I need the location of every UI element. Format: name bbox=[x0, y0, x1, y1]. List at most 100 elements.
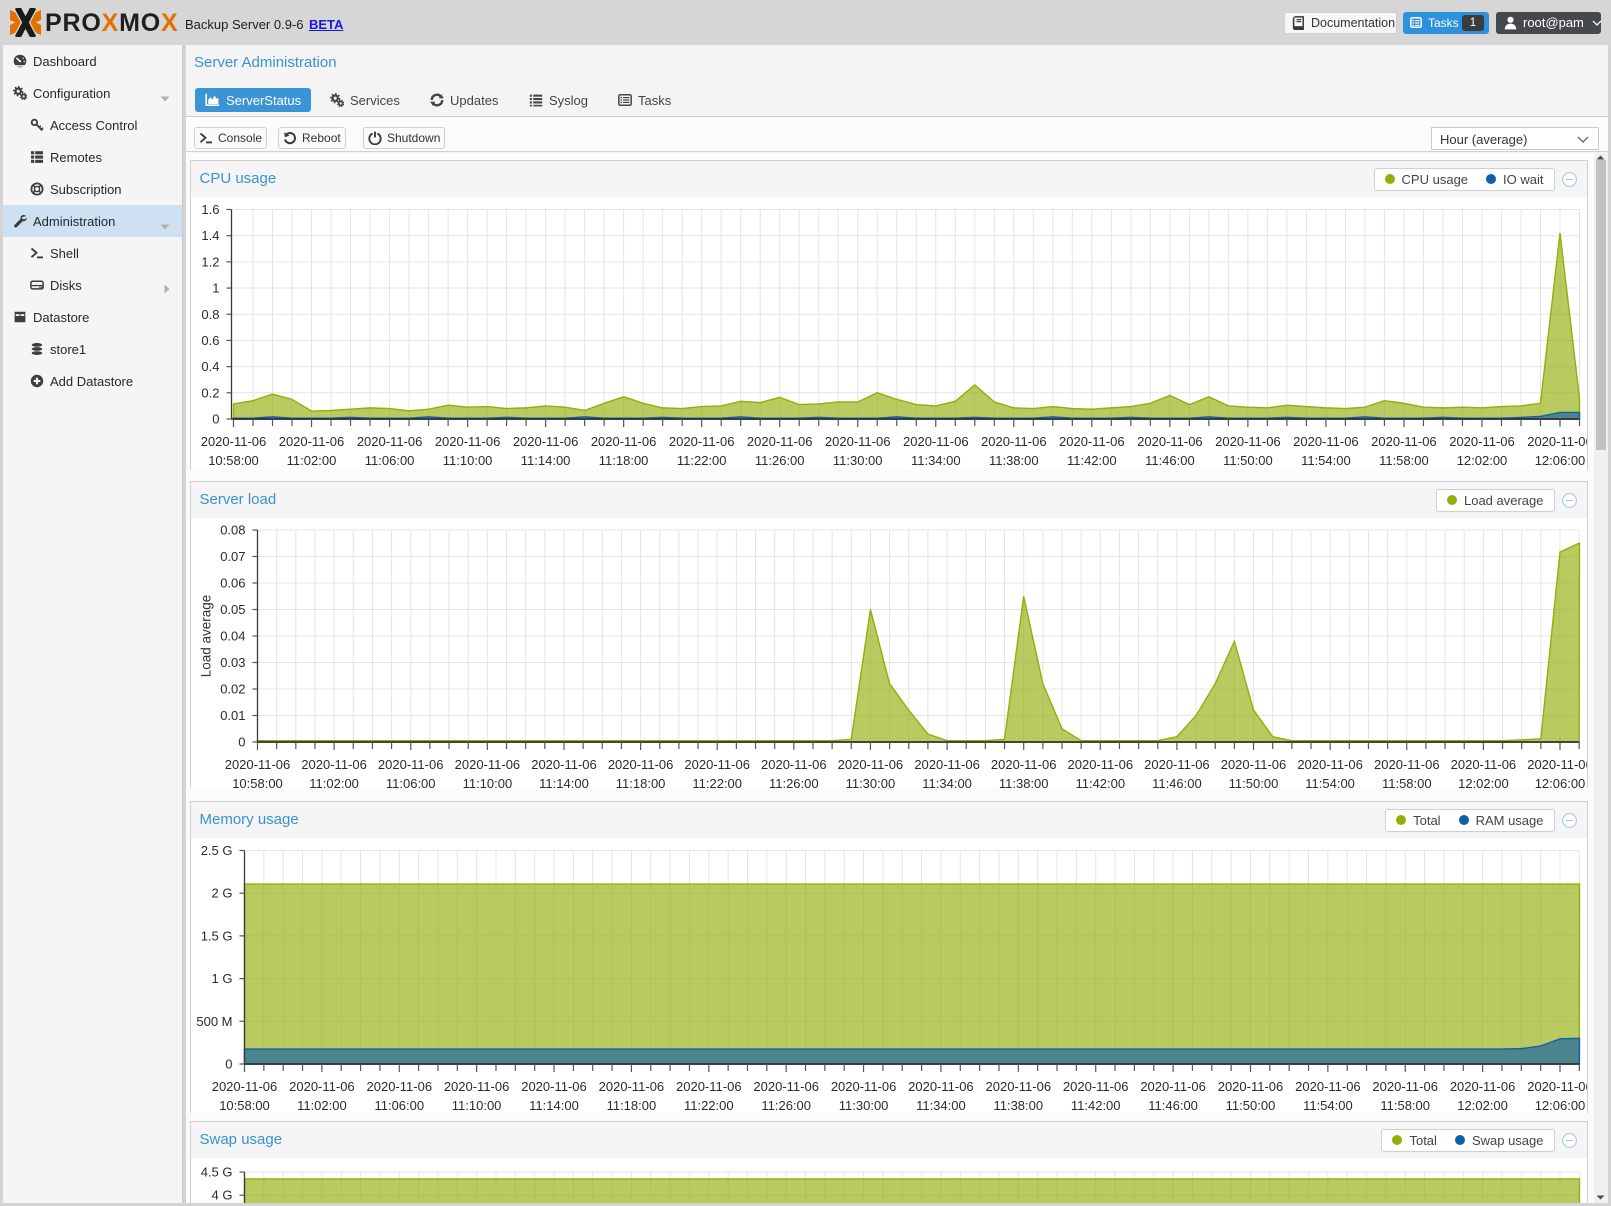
svg-text:2020-11-06: 2020-11-06 bbox=[1450, 757, 1516, 772]
svg-text:2020-11-06: 2020-11-06 bbox=[1215, 434, 1281, 449]
svg-text:11:46:00: 11:46:00 bbox=[1145, 453, 1195, 468]
svg-text:2020-11-06: 2020-11-06 bbox=[1144, 757, 1210, 772]
svg-text:12:02:00: 12:02:00 bbox=[1456, 453, 1507, 468]
svg-text:2020-11-06: 2020-11-06 bbox=[590, 434, 656, 449]
svg-text:0.06: 0.06 bbox=[220, 576, 245, 591]
svg-text:11:38:00: 11:38:00 bbox=[988, 453, 1038, 468]
svg-text:0: 0 bbox=[238, 735, 245, 750]
svg-text:2020-11-06: 2020-11-06 bbox=[746, 434, 812, 449]
svg-text:2020-11-06: 2020-11-06 bbox=[824, 434, 890, 449]
svg-text:2020-11-06: 2020-11-06 bbox=[443, 1079, 509, 1094]
svg-text:Load average: Load average bbox=[198, 595, 213, 678]
svg-text:11:26:00: 11:26:00 bbox=[768, 776, 818, 788]
svg-text:11:22:00: 11:22:00 bbox=[676, 453, 726, 468]
svg-text:0.05: 0.05 bbox=[220, 602, 245, 617]
svg-text:1.2: 1.2 bbox=[201, 254, 219, 269]
svg-text:2 G: 2 G bbox=[211, 886, 232, 901]
svg-text:11:46:00: 11:46:00 bbox=[1148, 1098, 1198, 1113]
svg-text:11:18:00: 11:18:00 bbox=[606, 1098, 656, 1113]
svg-text:2020-11-06: 2020-11-06 bbox=[356, 434, 422, 449]
svg-text:2020-11-06: 2020-11-06 bbox=[1217, 1079, 1283, 1094]
svg-text:2020-11-06: 2020-11-06 bbox=[224, 757, 290, 772]
svg-text:11:22:00: 11:22:00 bbox=[692, 776, 742, 788]
svg-text:2020-11-06: 2020-11-06 bbox=[1067, 757, 1133, 772]
svg-text:11:18:00: 11:18:00 bbox=[615, 776, 665, 788]
svg-text:0.8: 0.8 bbox=[201, 307, 219, 322]
svg-text:12:02:00: 12:02:00 bbox=[1457, 1098, 1508, 1113]
svg-text:11:54:00: 11:54:00 bbox=[1303, 1098, 1353, 1113]
svg-text:11:26:00: 11:26:00 bbox=[761, 1098, 811, 1113]
svg-text:11:22:00: 11:22:00 bbox=[683, 1098, 733, 1113]
svg-text:11:10:00: 11:10:00 bbox=[462, 776, 512, 788]
svg-text:2020-11-06: 2020-11-06 bbox=[531, 757, 597, 772]
svg-text:11:58:00: 11:58:00 bbox=[1379, 453, 1429, 468]
svg-text:0.03: 0.03 bbox=[220, 655, 245, 670]
svg-text:2020-11-06: 2020-11-06 bbox=[1372, 1079, 1438, 1094]
svg-text:0.2: 0.2 bbox=[201, 385, 219, 400]
svg-text:2020-11-06: 2020-11-06 bbox=[434, 434, 500, 449]
svg-text:11:26:00: 11:26:00 bbox=[754, 453, 804, 468]
svg-text:2020-11-06: 2020-11-06 bbox=[1449, 1079, 1515, 1094]
svg-text:11:14:00: 11:14:00 bbox=[520, 453, 570, 468]
svg-text:11:02:00: 11:02:00 bbox=[297, 1098, 347, 1113]
svg-text:0: 0 bbox=[225, 1057, 232, 1072]
svg-text:11:14:00: 11:14:00 bbox=[539, 776, 589, 788]
svg-text:2020-11-06: 2020-11-06 bbox=[1059, 434, 1125, 449]
svg-text:2020-11-06: 2020-11-06 bbox=[668, 434, 734, 449]
svg-text:0.6: 0.6 bbox=[201, 333, 219, 348]
svg-text:1: 1 bbox=[212, 281, 219, 296]
svg-text:10:58:00: 10:58:00 bbox=[208, 453, 259, 468]
svg-text:2020-11-06: 2020-11-06 bbox=[278, 434, 344, 449]
svg-text:2020-11-06: 2020-11-06 bbox=[914, 757, 980, 772]
svg-text:2020-11-06: 2020-11-06 bbox=[908, 1079, 974, 1094]
svg-text:2020-11-06: 2020-11-06 bbox=[1297, 757, 1363, 772]
svg-text:0.01: 0.01 bbox=[220, 708, 245, 723]
svg-text:2020-11-06: 2020-11-06 bbox=[1527, 434, 1587, 449]
svg-text:11:46:00: 11:46:00 bbox=[1152, 776, 1202, 788]
svg-text:0.02: 0.02 bbox=[220, 682, 245, 697]
svg-text:2020-11-06: 2020-11-06 bbox=[211, 1079, 277, 1094]
svg-text:11:06:00: 11:06:00 bbox=[385, 776, 435, 788]
svg-text:11:38:00: 11:38:00 bbox=[998, 776, 1048, 788]
svg-text:4 G: 4 G bbox=[211, 1188, 232, 1203]
svg-text:11:42:00: 11:42:00 bbox=[1075, 776, 1125, 788]
svg-text:11:18:00: 11:18:00 bbox=[598, 453, 648, 468]
svg-text:11:34:00: 11:34:00 bbox=[910, 453, 960, 468]
svg-text:1.4: 1.4 bbox=[201, 228, 219, 243]
svg-text:11:34:00: 11:34:00 bbox=[922, 776, 972, 788]
svg-text:11:58:00: 11:58:00 bbox=[1380, 1098, 1430, 1113]
svg-text:11:30:00: 11:30:00 bbox=[832, 453, 882, 468]
svg-text:2020-11-06: 2020-11-06 bbox=[1293, 434, 1359, 449]
svg-text:0: 0 bbox=[212, 412, 219, 427]
svg-text:2020-11-06: 2020-11-06 bbox=[377, 757, 443, 772]
svg-text:11:34:00: 11:34:00 bbox=[916, 1098, 966, 1113]
svg-text:1 G: 1 G bbox=[211, 971, 232, 986]
svg-text:2020-11-06: 2020-11-06 bbox=[1295, 1079, 1361, 1094]
svg-text:2020-11-06: 2020-11-06 bbox=[598, 1079, 664, 1094]
svg-text:11:10:00: 11:10:00 bbox=[451, 1098, 501, 1113]
svg-text:11:02:00: 11:02:00 bbox=[309, 776, 359, 788]
svg-text:2020-11-06: 2020-11-06 bbox=[676, 1079, 742, 1094]
svg-text:11:54:00: 11:54:00 bbox=[1305, 776, 1355, 788]
svg-text:2020-11-06: 2020-11-06 bbox=[1371, 434, 1437, 449]
svg-text:2020-11-06: 2020-11-06 bbox=[454, 757, 520, 772]
svg-text:11:54:00: 11:54:00 bbox=[1301, 453, 1351, 468]
svg-text:2020-11-06: 2020-11-06 bbox=[981, 434, 1047, 449]
svg-text:2.5 G: 2.5 G bbox=[200, 843, 232, 858]
svg-text:11:42:00: 11:42:00 bbox=[1070, 1098, 1120, 1113]
svg-text:2020-11-06: 2020-11-06 bbox=[366, 1079, 432, 1094]
svg-text:12:06:00: 12:06:00 bbox=[1534, 1098, 1585, 1113]
svg-text:2020-11-06: 2020-11-06 bbox=[1527, 757, 1587, 772]
svg-text:2020-11-06: 2020-11-06 bbox=[1140, 1079, 1206, 1094]
svg-text:2020-11-06: 2020-11-06 bbox=[830, 1079, 896, 1094]
svg-text:11:58:00: 11:58:00 bbox=[1381, 776, 1431, 788]
svg-text:2020-11-06: 2020-11-06 bbox=[1449, 434, 1515, 449]
svg-text:0.08: 0.08 bbox=[220, 523, 245, 538]
svg-text:2020-11-06: 2020-11-06 bbox=[607, 757, 673, 772]
svg-text:2020-11-06: 2020-11-06 bbox=[1137, 434, 1203, 449]
svg-text:11:50:00: 11:50:00 bbox=[1228, 776, 1278, 788]
svg-text:2020-11-06: 2020-11-06 bbox=[289, 1079, 355, 1094]
svg-text:500 M: 500 M bbox=[196, 1014, 232, 1029]
svg-text:2020-11-06: 2020-11-06 bbox=[512, 434, 578, 449]
svg-text:12:06:00: 12:06:00 bbox=[1534, 776, 1585, 788]
